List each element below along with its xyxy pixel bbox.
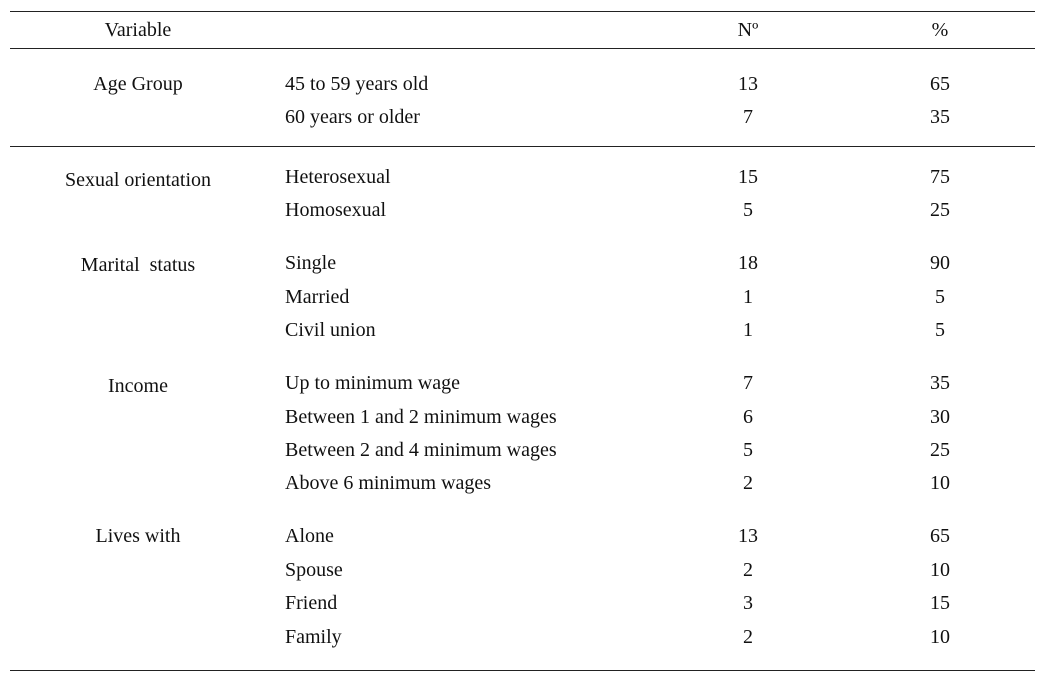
row-percent: 65 bbox=[930, 525, 950, 547]
row-percent: 35 bbox=[930, 372, 950, 394]
bottom-rule bbox=[10, 670, 1035, 671]
row-label: 45 to 59 years old bbox=[285, 73, 429, 95]
section-rule bbox=[10, 146, 1035, 147]
group-name-sexual-orientation: Sexual orientation bbox=[64, 169, 212, 191]
row-label: Civil union bbox=[285, 319, 376, 341]
row-percent: 65 bbox=[930, 73, 950, 95]
row-percent: 90 bbox=[930, 252, 950, 274]
row-number: 13 bbox=[738, 525, 758, 547]
row-label: Between 2 and 4 minimum wages bbox=[285, 439, 557, 461]
row-number: 3 bbox=[743, 592, 753, 614]
row-label: Up to minimum wage bbox=[285, 372, 460, 394]
row-number: 15 bbox=[738, 166, 758, 188]
top-rule bbox=[10, 11, 1035, 12]
row-number: 2 bbox=[743, 472, 753, 494]
row-number: 18 bbox=[738, 252, 758, 274]
row-label: Married bbox=[285, 286, 350, 308]
row-number: 5 bbox=[743, 199, 753, 221]
row-number: 2 bbox=[743, 626, 753, 648]
row-number: 2 bbox=[743, 559, 753, 581]
row-label: Above 6 minimum wages bbox=[285, 472, 492, 494]
row-percent: 5 bbox=[935, 286, 945, 308]
header-rule bbox=[10, 48, 1035, 49]
row-number: 1 bbox=[743, 286, 753, 308]
row-percent: 5 bbox=[935, 319, 945, 341]
row-label: Between 1 and 2 minimum wages bbox=[285, 406, 557, 428]
row-number: 5 bbox=[743, 439, 753, 461]
group-name-age: Age Group bbox=[93, 73, 183, 95]
group-name-lives-with: Lives with bbox=[95, 525, 181, 547]
row-percent: 75 bbox=[930, 166, 950, 188]
row-number: 13 bbox=[738, 73, 758, 95]
row-percent: 15 bbox=[930, 592, 950, 614]
row-label: Family bbox=[285, 626, 342, 648]
header-variable: Variable bbox=[104, 19, 172, 41]
row-percent: 10 bbox=[930, 559, 950, 581]
header-percent: % bbox=[931, 19, 949, 41]
row-label: Friend bbox=[285, 592, 338, 614]
row-percent: 35 bbox=[930, 106, 950, 128]
row-label: Heterosexual bbox=[285, 166, 391, 188]
row-label: Single bbox=[285, 252, 337, 274]
row-percent: 25 bbox=[930, 199, 950, 221]
group-name-marital-status: Marital status bbox=[80, 254, 196, 276]
row-number: 1 bbox=[743, 319, 753, 341]
row-label: 60 years or older bbox=[285, 106, 420, 128]
row-percent: 25 bbox=[930, 439, 950, 461]
row-percent: 10 bbox=[930, 472, 950, 494]
row-label: Homosexual bbox=[285, 199, 387, 221]
row-number: 6 bbox=[743, 406, 753, 428]
header-number: Nº bbox=[737, 19, 759, 41]
row-label: Alone bbox=[285, 525, 334, 547]
row-label: Spouse bbox=[285, 559, 343, 581]
row-number: 7 bbox=[743, 372, 753, 394]
row-number: 7 bbox=[743, 106, 753, 128]
row-percent: 10 bbox=[930, 626, 950, 648]
group-name-income: Income bbox=[108, 375, 168, 397]
row-percent: 30 bbox=[930, 406, 950, 428]
